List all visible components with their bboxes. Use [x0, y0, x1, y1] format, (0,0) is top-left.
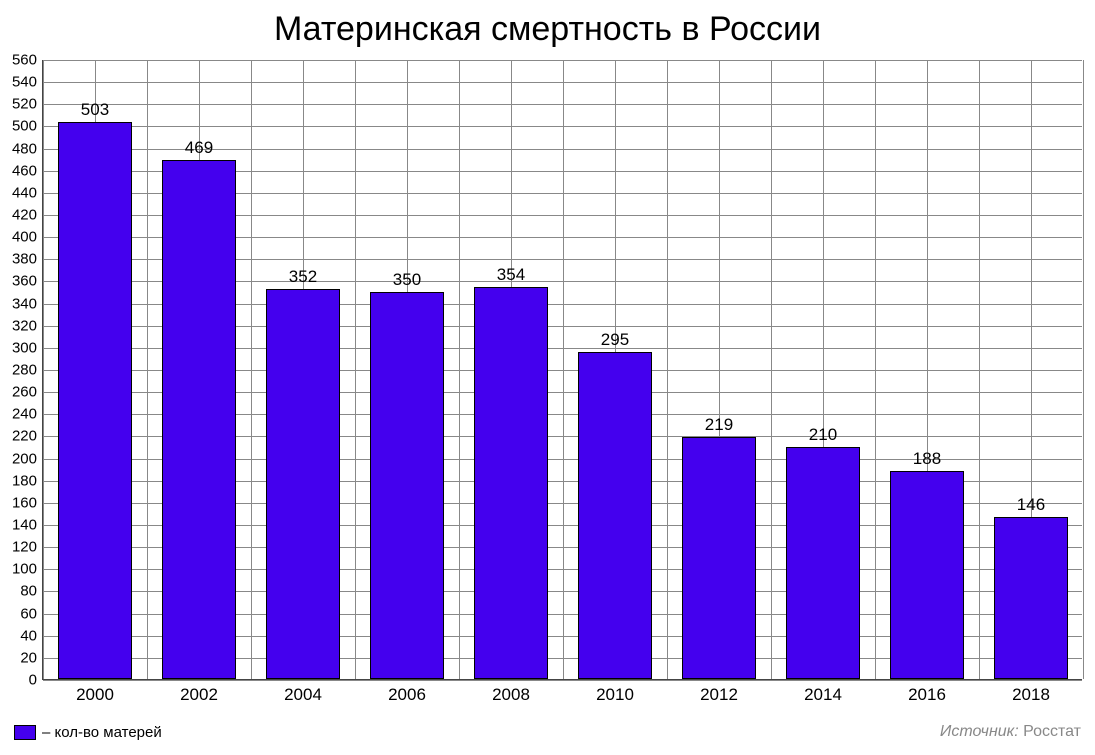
- bar: 350: [370, 292, 445, 680]
- gridline-v: [667, 60, 668, 679]
- bar-value-label: 210: [809, 425, 837, 448]
- gridline-v: [147, 60, 148, 679]
- x-tick-label: 2010: [596, 679, 634, 705]
- chart-legend: – кол-во матерей: [14, 724, 162, 741]
- x-tick-label: 2016: [908, 679, 946, 705]
- bar-value-label: 503: [81, 100, 109, 123]
- y-tick-label: 440: [12, 184, 43, 201]
- y-tick-label: 220: [12, 428, 43, 445]
- bar: 503: [58, 122, 133, 679]
- y-tick-label: 240: [12, 406, 43, 423]
- gridline-v: [563, 60, 564, 679]
- bar: 219: [682, 437, 757, 679]
- bar-value-label: 295: [601, 330, 629, 353]
- bar-value-label: 354: [497, 265, 525, 288]
- bar: 210: [786, 447, 861, 680]
- chart-title: Материнская смертность в России: [0, 0, 1095, 57]
- x-tick-label: 2012: [700, 679, 738, 705]
- bar: 469: [162, 160, 237, 679]
- gridline-v: [979, 60, 980, 679]
- source-name: Росстат: [1023, 723, 1081, 740]
- bar-value-label: 469: [185, 138, 213, 161]
- bar: 295: [578, 352, 653, 679]
- bar-value-label: 219: [705, 415, 733, 438]
- legend-swatch: [14, 725, 36, 740]
- x-tick-label: 2000: [76, 679, 114, 705]
- source-label: Источник:: [940, 723, 1019, 740]
- y-tick-label: 480: [12, 140, 43, 157]
- chart-plot-area: 0204060801001201401601802002202402602803…: [42, 60, 1082, 680]
- legend-label: – кол-во матерей: [42, 724, 162, 741]
- y-tick-label: 100: [12, 561, 43, 578]
- gridline-v: [771, 60, 772, 679]
- gridline-v: [875, 60, 876, 679]
- gridline-v: [355, 60, 356, 679]
- y-tick-label: 340: [12, 295, 43, 312]
- y-tick-label: 200: [12, 450, 43, 467]
- y-tick-label: 140: [12, 517, 43, 534]
- bar: 352: [266, 289, 341, 679]
- x-tick-label: 2004: [284, 679, 322, 705]
- y-tick-label: 460: [12, 162, 43, 179]
- gridline-v: [251, 60, 252, 679]
- gridline-v: [459, 60, 460, 679]
- bar-value-label: 350: [393, 270, 421, 293]
- y-tick-label: 160: [12, 494, 43, 511]
- x-tick-label: 2018: [1012, 679, 1050, 705]
- x-tick-label: 2006: [388, 679, 426, 705]
- y-tick-label: 500: [12, 118, 43, 135]
- chart-source: Источник: Росстат: [940, 723, 1081, 741]
- bar: 146: [994, 517, 1069, 679]
- x-tick-label: 2002: [180, 679, 218, 705]
- bar: 354: [474, 287, 549, 679]
- bar-value-label: 188: [913, 449, 941, 472]
- x-tick-label: 2008: [492, 679, 530, 705]
- y-tick-label: 300: [12, 339, 43, 356]
- y-tick-label: 40: [20, 627, 43, 644]
- bar: 188: [890, 471, 965, 679]
- y-tick-label: 20: [20, 649, 43, 666]
- bar-value-label: 146: [1017, 495, 1045, 518]
- y-tick-label: 320: [12, 317, 43, 334]
- y-tick-label: 560: [12, 52, 43, 69]
- y-tick-label: 400: [12, 229, 43, 246]
- y-tick-label: 120: [12, 539, 43, 556]
- y-tick-label: 520: [12, 96, 43, 113]
- y-tick-label: 420: [12, 207, 43, 224]
- y-tick-label: 260: [12, 384, 43, 401]
- y-tick-label: 60: [20, 605, 43, 622]
- gridline-v: [1083, 60, 1084, 679]
- y-tick-label: 280: [12, 362, 43, 379]
- y-tick-label: 180: [12, 472, 43, 489]
- y-tick-label: 540: [12, 74, 43, 91]
- y-tick-label: 380: [12, 251, 43, 268]
- x-tick-label: 2014: [804, 679, 842, 705]
- y-tick-label: 0: [29, 672, 43, 689]
- y-tick-label: 360: [12, 273, 43, 290]
- gridline-v: [43, 60, 44, 679]
- y-tick-label: 80: [20, 583, 43, 600]
- bar-value-label: 352: [289, 267, 317, 290]
